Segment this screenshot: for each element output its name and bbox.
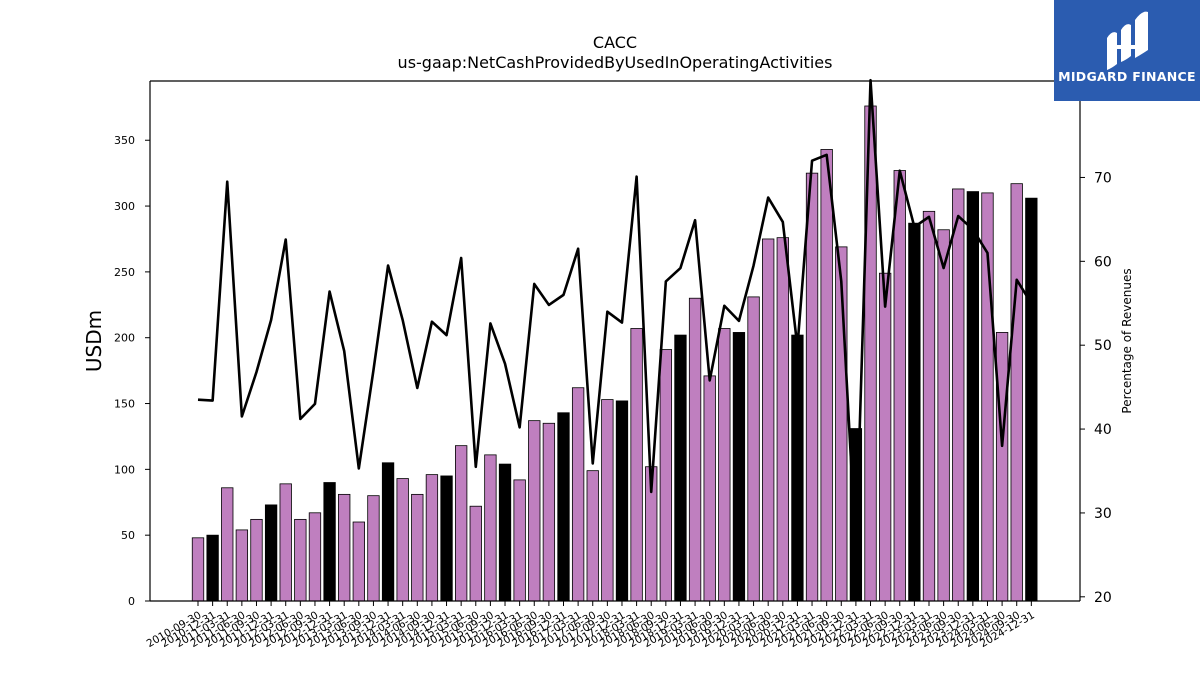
bar <box>381 462 395 602</box>
bar <box>878 272 892 602</box>
y-tick-label: 300 <box>114 200 135 213</box>
bar <box>937 229 950 602</box>
y2-axis-label: Percentage of Revenues <box>1120 268 1134 413</box>
bar <box>557 412 570 602</box>
bar-series <box>191 105 1038 602</box>
y-tick-label: 250 <box>114 266 135 279</box>
bar <box>630 328 643 602</box>
y2-tick-label: 50 <box>1094 338 1112 354</box>
right-axis-ticks: 20 30 40 50 60 70 <box>1080 170 1112 606</box>
bar <box>952 188 965 602</box>
midgard-logo-mark-icon <box>1107 11 1148 70</box>
bar <box>206 534 219 602</box>
y-tick-label: 200 <box>114 332 135 345</box>
bar <box>718 328 731 602</box>
y2-tick-label: 60 <box>1094 254 1112 270</box>
bar <box>747 296 760 602</box>
bar <box>586 470 599 602</box>
y-axis-label: USDm <box>82 310 106 372</box>
bar <box>294 518 307 602</box>
bar <box>455 445 468 602</box>
bar <box>279 483 292 602</box>
bar <box>221 487 234 602</box>
bar <box>820 149 833 602</box>
y-tick-label: 150 <box>114 398 135 411</box>
bar <box>688 297 702 602</box>
bar <box>396 478 409 602</box>
bar <box>571 387 585 602</box>
y2-tick-label: 20 <box>1094 590 1112 606</box>
bar <box>601 399 614 602</box>
bar <box>922 210 936 602</box>
y2-tick-label: 40 <box>1094 422 1112 438</box>
bar <box>191 537 205 602</box>
bar <box>791 334 804 602</box>
left-axis-ticks: 0 50 100 150 200 250 300 350 <box>114 134 150 608</box>
bar <box>352 521 365 602</box>
chart-subtitle: us-gaap:NetCashProvidedByUsedInOperating… <box>398 53 833 72</box>
bar <box>893 170 906 602</box>
bar <box>469 505 482 602</box>
y-tick-label: 350 <box>114 134 135 147</box>
bar <box>776 237 789 602</box>
axes <box>149 80 1081 602</box>
bar <box>1010 183 1023 602</box>
bar <box>250 518 263 602</box>
bar <box>732 332 746 602</box>
bar <box>338 493 351 602</box>
bar <box>264 504 278 602</box>
bar <box>805 172 819 602</box>
logo-text: MIDGARD FINANCE <box>1058 69 1196 84</box>
bar <box>908 222 921 602</box>
y-tick-label: 0 <box>128 595 135 608</box>
bar <box>615 400 629 602</box>
y-tick-label: 100 <box>114 463 135 476</box>
bar <box>513 479 526 602</box>
bar <box>367 495 380 602</box>
logo: MIDGARD FINANCE <box>1054 0 1200 101</box>
bar <box>498 463 512 602</box>
bar <box>484 454 497 602</box>
bar <box>528 420 541 602</box>
bar <box>659 349 672 602</box>
bar <box>308 512 322 602</box>
bar <box>762 238 775 602</box>
y2-tick-label: 70 <box>1094 170 1112 186</box>
bar <box>1025 197 1038 602</box>
bar <box>703 375 716 602</box>
bar <box>966 191 980 602</box>
bar <box>411 493 424 602</box>
bar <box>425 474 439 602</box>
y2-tick-label: 30 <box>1094 506 1112 522</box>
bar <box>235 529 249 602</box>
bar <box>674 334 687 602</box>
bar <box>323 482 336 602</box>
bar <box>440 475 453 602</box>
chart-title: CACC <box>593 33 637 52</box>
x-axis-ticks: 2010-09-302010-12-312011-03-312011-06-30… <box>145 601 1037 650</box>
percentage-line <box>197 78 1033 552</box>
bar <box>542 422 556 602</box>
bar <box>995 332 1009 602</box>
y-tick-label: 50 <box>121 529 135 542</box>
